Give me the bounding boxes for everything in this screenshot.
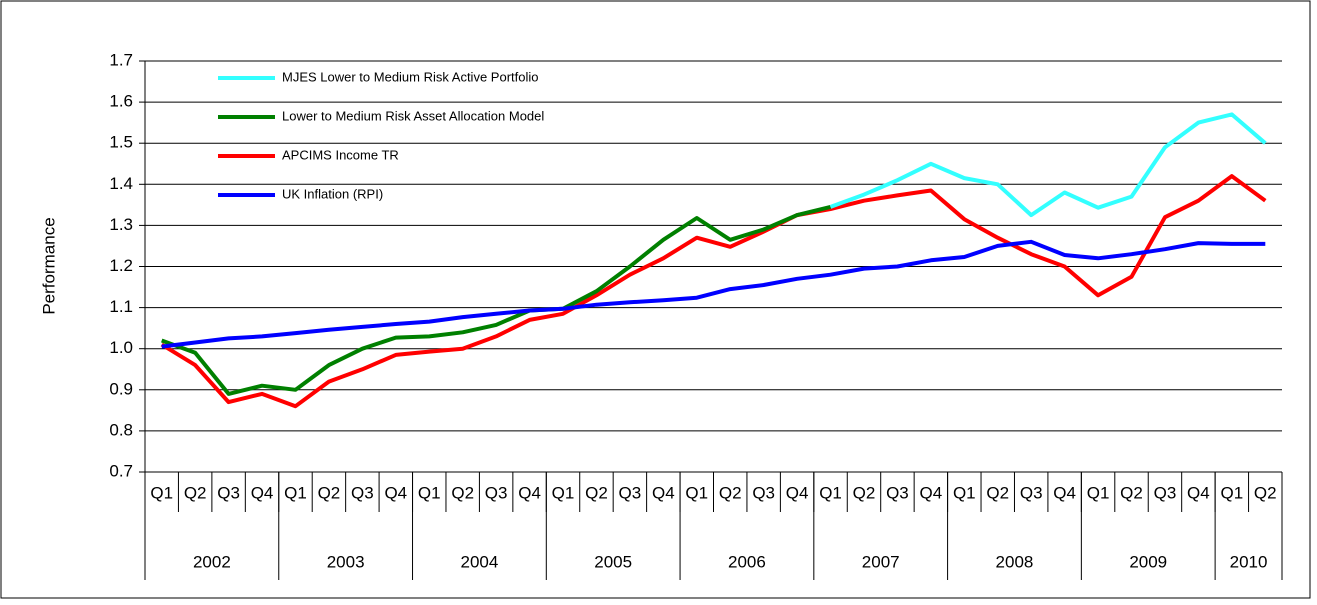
x-group-label: 2004 bbox=[460, 552, 498, 571]
x-tick-label: Q3 bbox=[1154, 483, 1177, 502]
x-group-label: 2009 bbox=[1129, 552, 1167, 571]
series-line bbox=[161, 204, 831, 396]
x-tick-label: Q1 bbox=[819, 483, 842, 502]
x-tick-label: Q1 bbox=[418, 483, 441, 502]
x-tick-label: Q4 bbox=[1187, 483, 1210, 502]
y-tick-label: 0.7 bbox=[109, 461, 133, 480]
y-tick-label: 1.4 bbox=[109, 174, 133, 193]
legend-label: UK Inflation (RPI) bbox=[282, 186, 383, 201]
legend-label: MJES Lower to Medium Risk Active Portfol… bbox=[282, 69, 538, 84]
y-tick-label: 1.7 bbox=[109, 50, 133, 69]
y-tick-label: 1.5 bbox=[109, 133, 133, 152]
legend-label: Lower to Medium Risk Asset Allocation Mo… bbox=[282, 108, 544, 123]
x-tick-label: Q4 bbox=[1053, 483, 1076, 502]
y-tick-label: 1.6 bbox=[109, 92, 133, 111]
x-group-label: 2008 bbox=[996, 552, 1034, 571]
y-tick-label: 0.9 bbox=[109, 379, 133, 398]
x-tick-label: Q1 bbox=[953, 483, 976, 502]
x-tick-label: Q4 bbox=[251, 483, 274, 502]
y-tick-label: 1.1 bbox=[109, 297, 133, 316]
x-tick-label: Q4 bbox=[384, 483, 407, 502]
x-tick-label: Q1 bbox=[284, 483, 307, 502]
x-tick-label: Q3 bbox=[1020, 483, 1043, 502]
y-tick-label: 1.0 bbox=[109, 338, 133, 357]
x-group-label: 2005 bbox=[594, 552, 632, 571]
x-tick-label: Q1 bbox=[1087, 483, 1110, 502]
x-tick-label: Q1 bbox=[1220, 483, 1243, 502]
series-line bbox=[829, 112, 1267, 218]
x-tick-label: Q3 bbox=[351, 483, 374, 502]
x-tick-label: Q2 bbox=[184, 483, 207, 502]
x-tick-label: Q3 bbox=[485, 483, 508, 502]
x-tick-label: Q4 bbox=[786, 483, 809, 502]
x-tick-label: Q2 bbox=[1120, 483, 1143, 502]
legend: MJES Lower to Medium Risk Active Portfol… bbox=[218, 69, 544, 201]
x-tick-label: Q1 bbox=[150, 483, 173, 502]
x-tick-label: Q1 bbox=[685, 483, 708, 502]
x-tick-label: Q2 bbox=[853, 483, 876, 502]
x-tick-label: Q1 bbox=[552, 483, 575, 502]
x-tick-label: Q4 bbox=[518, 483, 541, 502]
y-tick-label: 0.8 bbox=[109, 420, 133, 439]
x-tick-label: Q2 bbox=[318, 483, 341, 502]
legend-label: APCIMS Income TR bbox=[282, 147, 399, 162]
y-tick-label: 1.2 bbox=[109, 256, 133, 275]
series-line bbox=[161, 239, 1266, 349]
x-tick-label: Q2 bbox=[585, 483, 608, 502]
x-tick-label: Q3 bbox=[217, 483, 240, 502]
x-tick-label: Q3 bbox=[886, 483, 909, 502]
x-tick-label: Q4 bbox=[920, 483, 943, 502]
x-group-label: 2007 bbox=[862, 552, 900, 571]
x-tick-label: Q3 bbox=[752, 483, 775, 502]
x-group-label: 2006 bbox=[728, 552, 766, 571]
series-line bbox=[160, 174, 1267, 409]
x-tick-label: Q2 bbox=[719, 483, 742, 502]
x-tick-label: Q2 bbox=[986, 483, 1009, 502]
x-group-label: 2010 bbox=[1230, 552, 1268, 571]
y-tick-label: 1.3 bbox=[109, 215, 133, 234]
x-tick-label: Q2 bbox=[451, 483, 474, 502]
x-group-label: 2002 bbox=[193, 552, 231, 571]
x-tick-label: Q4 bbox=[652, 483, 675, 502]
x-group-label: 2003 bbox=[327, 552, 365, 571]
x-tick-label: Q3 bbox=[619, 483, 642, 502]
x-tick-label: Q2 bbox=[1254, 483, 1277, 502]
y-axis-label: Performance bbox=[39, 217, 58, 314]
